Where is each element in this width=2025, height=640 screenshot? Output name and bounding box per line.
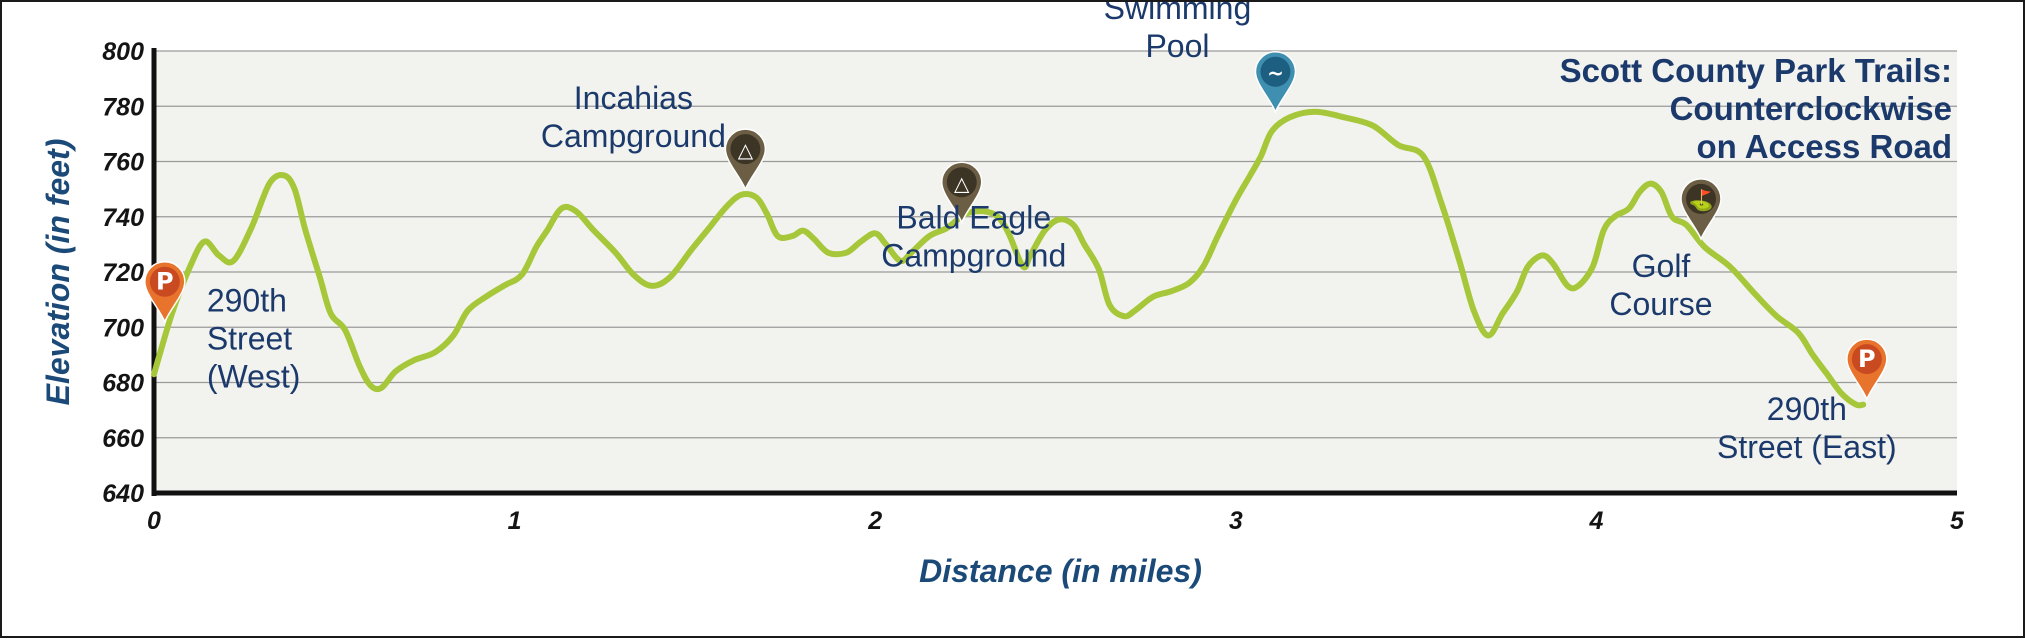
parking-badge-icon xyxy=(149,266,180,297)
y-axis-title: Elevation (in feet) xyxy=(40,139,76,406)
poi-label: Incahias xyxy=(574,80,693,116)
y-tick-label: 800 xyxy=(102,38,144,66)
parking-glyph-icon: P xyxy=(1858,345,1876,373)
swimming-glyph-icon: ~ xyxy=(1267,61,1284,85)
y-tick-label: 720 xyxy=(102,259,144,287)
x-tick-label: 5 xyxy=(1950,507,1965,535)
poi-label: Swimming xyxy=(1104,2,1252,26)
x-axis-title: Distance (in miles) xyxy=(919,553,1202,589)
swimming-marker: ~ xyxy=(1254,51,1297,114)
y-tick-label: 780 xyxy=(102,93,144,121)
y-tick-label: 740 xyxy=(102,204,144,232)
campground-badge-icon xyxy=(730,134,761,165)
x-tick-label: 4 xyxy=(1588,507,1603,535)
poi-label: Campground xyxy=(881,237,1066,273)
poi-label: Street xyxy=(207,321,292,357)
x-tick-labels: 0 1 2 3 4 5 xyxy=(147,507,1965,535)
poi-label: Golf xyxy=(1632,248,1691,284)
gridlines xyxy=(154,50,1957,439)
poi-label: Bald Eagle xyxy=(896,199,1051,235)
x-tick-label: 0 xyxy=(147,507,161,535)
campground-glyph-icon: △ xyxy=(954,171,970,195)
poi-label: Pool xyxy=(1145,28,1209,64)
elevation-profile-line xyxy=(151,108,1867,409)
golf-badge-icon xyxy=(1685,183,1716,214)
campground-glyph-icon: △ xyxy=(738,138,754,162)
y-tick-label: 760 xyxy=(102,149,144,177)
poi-label: 290th xyxy=(207,283,287,319)
parking-marker: P xyxy=(144,261,186,324)
y-tick-label: 700 xyxy=(102,314,144,342)
poi-label: Campground xyxy=(541,118,726,154)
y-tick-label: 660 xyxy=(102,425,144,453)
parking-badge-icon xyxy=(1851,344,1882,375)
chart-title-line: Scott County Park Trails: xyxy=(1560,52,1952,89)
chart-title: Scott County Park Trails:Counterclockwis… xyxy=(1560,52,1952,165)
golf-glyph-icon: ⛳ xyxy=(1689,188,1714,212)
poi-label: (West) xyxy=(207,359,301,395)
poi-label: Street (East) xyxy=(1717,429,1897,465)
poi-label: 290th xyxy=(1767,391,1847,427)
x-tick-label: 2 xyxy=(867,507,882,535)
chart-title-line: Counterclockwise xyxy=(1670,90,1952,127)
campground-marker: △ xyxy=(724,128,767,192)
parking-glyph-icon: P xyxy=(156,268,174,296)
poi-label: Course xyxy=(1609,286,1712,322)
x-tick-label: 3 xyxy=(1229,507,1243,535)
parking-marker: P xyxy=(1846,338,1888,401)
y-tick-label: 640 xyxy=(102,480,144,508)
y-tick-label: 680 xyxy=(102,370,144,398)
campground-marker: △ xyxy=(940,161,983,225)
campground-badge-icon xyxy=(946,167,977,198)
x-tick-label: 1 xyxy=(508,507,522,535)
y-tick-labels: 640 660 680 700 720 740 760 780 800 xyxy=(102,38,144,508)
swimming-badge-icon xyxy=(1260,56,1291,87)
poi-annotations: P290thStreet(West)△IncahiasCampground△Ba… xyxy=(144,2,1897,465)
golf-marker: ⛳ xyxy=(1680,178,1722,241)
chart-title-line: on Access Road xyxy=(1696,128,1952,165)
